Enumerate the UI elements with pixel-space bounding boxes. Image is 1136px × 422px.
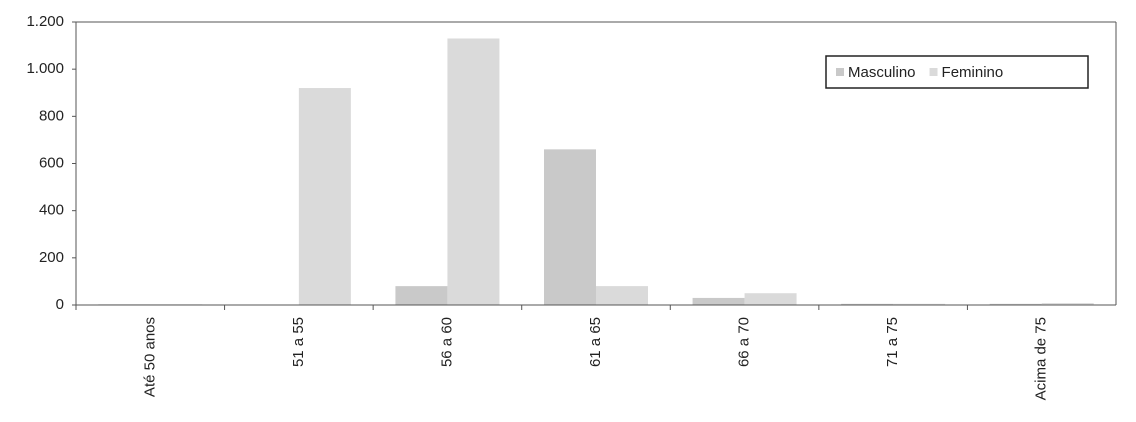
- bar: [692, 297, 745, 305]
- bar: [395, 286, 448, 305]
- bar: [447, 38, 500, 306]
- legend-box: [825, 55, 1089, 89]
- y-tick-label: 1.000: [26, 60, 64, 77]
- x-tick-label: 56 a 60: [438, 317, 455, 367]
- bar: [841, 303, 894, 305]
- bar: [893, 303, 946, 305]
- y-tick-label: 800: [39, 107, 64, 124]
- legend-label: Feminino: [942, 64, 1004, 81]
- x-tick-label: Acima de 75: [1033, 317, 1050, 400]
- x-tick-label: 66 a 70: [736, 317, 753, 367]
- bar: [989, 303, 1042, 305]
- legend: Masculino Feminino: [825, 55, 1089, 89]
- y-tick-label: 400: [39, 202, 64, 219]
- bar: [744, 293, 797, 305]
- x-tick-label: 71 a 75: [884, 317, 901, 367]
- bar: [298, 88, 351, 306]
- legend-swatch: [836, 68, 844, 76]
- y-tick-label: 600: [39, 154, 64, 171]
- legend-label: Masculino: [848, 64, 916, 81]
- x-tick-label: 61 a 65: [587, 317, 604, 367]
- legend-swatch: [929, 68, 938, 76]
- bar: [596, 286, 648, 305]
- x-tick-label: Até 50 anos: [141, 317, 158, 397]
- bar: [1041, 303, 1094, 305]
- y-tick-label: 1.200: [26, 13, 64, 30]
- y-tick-label: 0: [56, 296, 64, 313]
- x-tick-label: 51 a 55: [290, 317, 307, 367]
- y-tick-label: 200: [39, 249, 64, 266]
- bar: [544, 149, 596, 305]
